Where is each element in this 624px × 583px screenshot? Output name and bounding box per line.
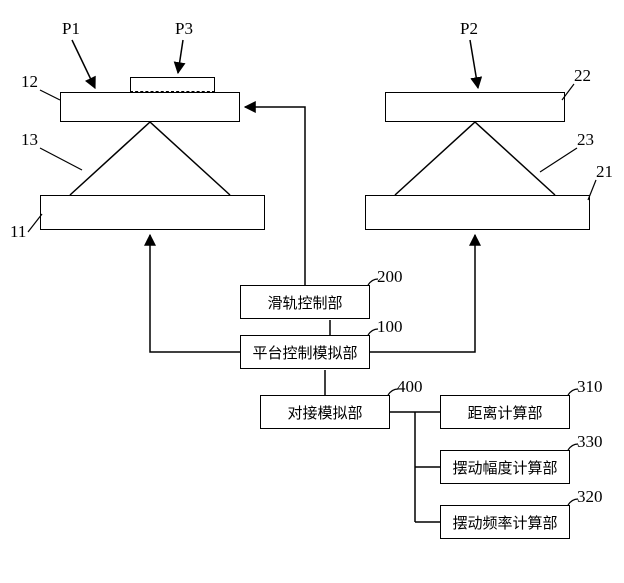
swing-freq-calc-label: 摆动频率计算部 <box>452 512 557 533</box>
distance-calc-box: 距离计算部 <box>440 395 570 429</box>
label-320: 320 <box>577 487 603 507</box>
label-p2: P2 <box>460 19 478 39</box>
right-base-box <box>365 195 590 230</box>
right-top-box <box>385 92 565 122</box>
docking-sim-label: 对接模拟部 <box>287 402 362 423</box>
rail-control-box: 滑轨控制部 <box>240 285 370 319</box>
label-310: 310 <box>577 377 603 397</box>
label-400: 400 <box>397 377 423 397</box>
swing-freq-calc-box: 摆动频率计算部 <box>440 505 570 539</box>
rail-control-label: 滑轨控制部 <box>267 292 342 313</box>
label-11: 11 <box>10 222 26 242</box>
left-base-box <box>40 195 265 230</box>
docking-sim-box: 对接模拟部 <box>260 395 390 429</box>
label-13: 13 <box>21 130 38 150</box>
label-200: 200 <box>377 267 403 287</box>
label-22: 22 <box>574 66 591 86</box>
left-top-box <box>60 92 240 122</box>
label-100: 100 <box>377 317 403 337</box>
platform-control-box: 平台控制模拟部 <box>240 335 370 369</box>
label-330: 330 <box>577 432 603 452</box>
swing-amp-calc-label: 摆动幅度计算部 <box>452 457 557 478</box>
distance-calc-label: 距离计算部 <box>467 402 542 423</box>
label-23: 23 <box>577 130 594 150</box>
label-12: 12 <box>21 72 38 92</box>
left-slide-box <box>130 77 215 92</box>
platform-control-label: 平台控制模拟部 <box>252 342 357 363</box>
label-21: 21 <box>596 162 613 182</box>
label-p3: P3 <box>175 19 193 39</box>
swing-amp-calc-box: 摆动幅度计算部 <box>440 450 570 484</box>
label-p1: P1 <box>62 19 80 39</box>
